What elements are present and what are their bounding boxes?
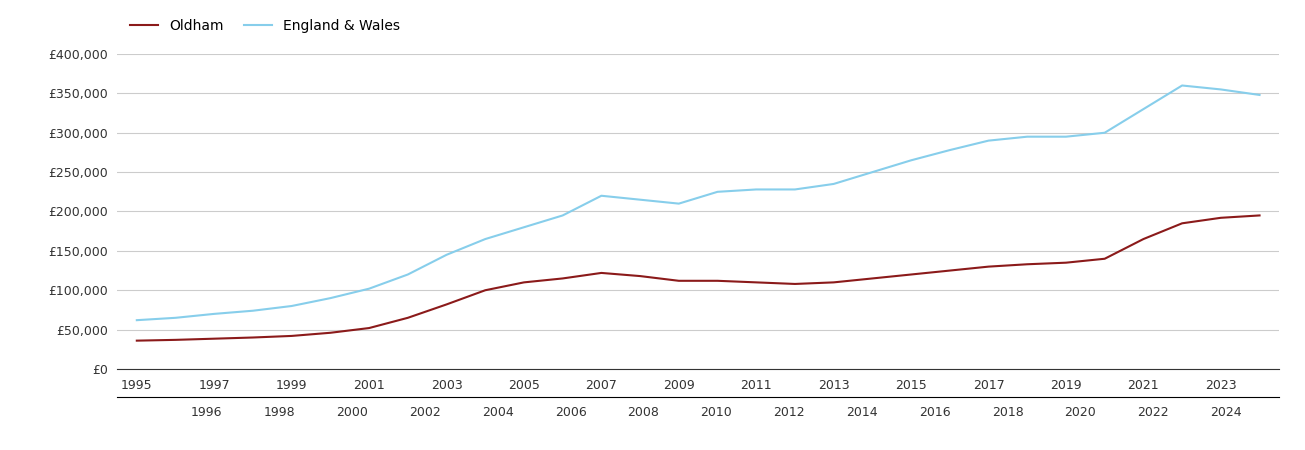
England & Wales [283,303,299,309]
England & Wales [710,189,726,194]
Line: Oldham: Oldham [137,216,1259,341]
Oldham [942,268,958,273]
England & Wales [168,315,184,320]
England & Wales [903,158,919,163]
England & Wales [787,187,803,192]
Oldham [981,264,997,269]
England & Wales [1019,134,1035,140]
England & Wales [826,181,842,187]
England & Wales [981,138,997,143]
Oldham [787,281,803,287]
England & Wales [322,295,338,301]
Oldham [361,325,377,331]
Oldham [399,315,415,320]
England & Wales [1135,106,1151,112]
Oldham [1212,215,1228,220]
England & Wales [671,201,686,206]
Oldham [478,288,493,293]
England & Wales [1058,134,1074,140]
England & Wales [517,225,532,230]
England & Wales [478,236,493,242]
England & Wales [399,272,415,277]
Oldham [710,278,726,284]
Line: England & Wales: England & Wales [137,86,1259,320]
Legend: Oldham, England & Wales: Oldham, England & Wales [124,14,406,39]
Oldham [1135,236,1151,242]
England & Wales [1251,92,1267,98]
Oldham [517,279,532,285]
Oldham [671,278,686,284]
England & Wales [594,193,609,198]
Oldham [826,279,842,285]
Oldham [594,270,609,275]
Oldham [129,338,145,343]
Oldham [438,302,454,307]
England & Wales [1096,130,1112,135]
Oldham [283,333,299,338]
Oldham [1251,213,1267,218]
England & Wales [245,308,261,313]
England & Wales [865,169,881,175]
England & Wales [748,187,763,192]
Oldham [168,337,184,342]
Oldham [1019,261,1035,267]
Oldham [903,272,919,277]
Oldham [1174,220,1190,226]
England & Wales [1174,83,1190,88]
England & Wales [438,252,454,257]
Oldham [555,276,570,281]
England & Wales [632,197,647,202]
Oldham [206,336,222,342]
England & Wales [942,147,958,153]
Oldham [322,330,338,335]
Oldham [245,335,261,340]
England & Wales [206,311,222,317]
Oldham [1058,260,1074,265]
Oldham [748,279,763,285]
Oldham [1096,256,1112,261]
England & Wales [555,213,570,218]
Oldham [632,273,647,279]
England & Wales [361,286,377,292]
England & Wales [129,317,145,323]
Oldham [865,276,881,281]
England & Wales [1212,87,1228,92]
